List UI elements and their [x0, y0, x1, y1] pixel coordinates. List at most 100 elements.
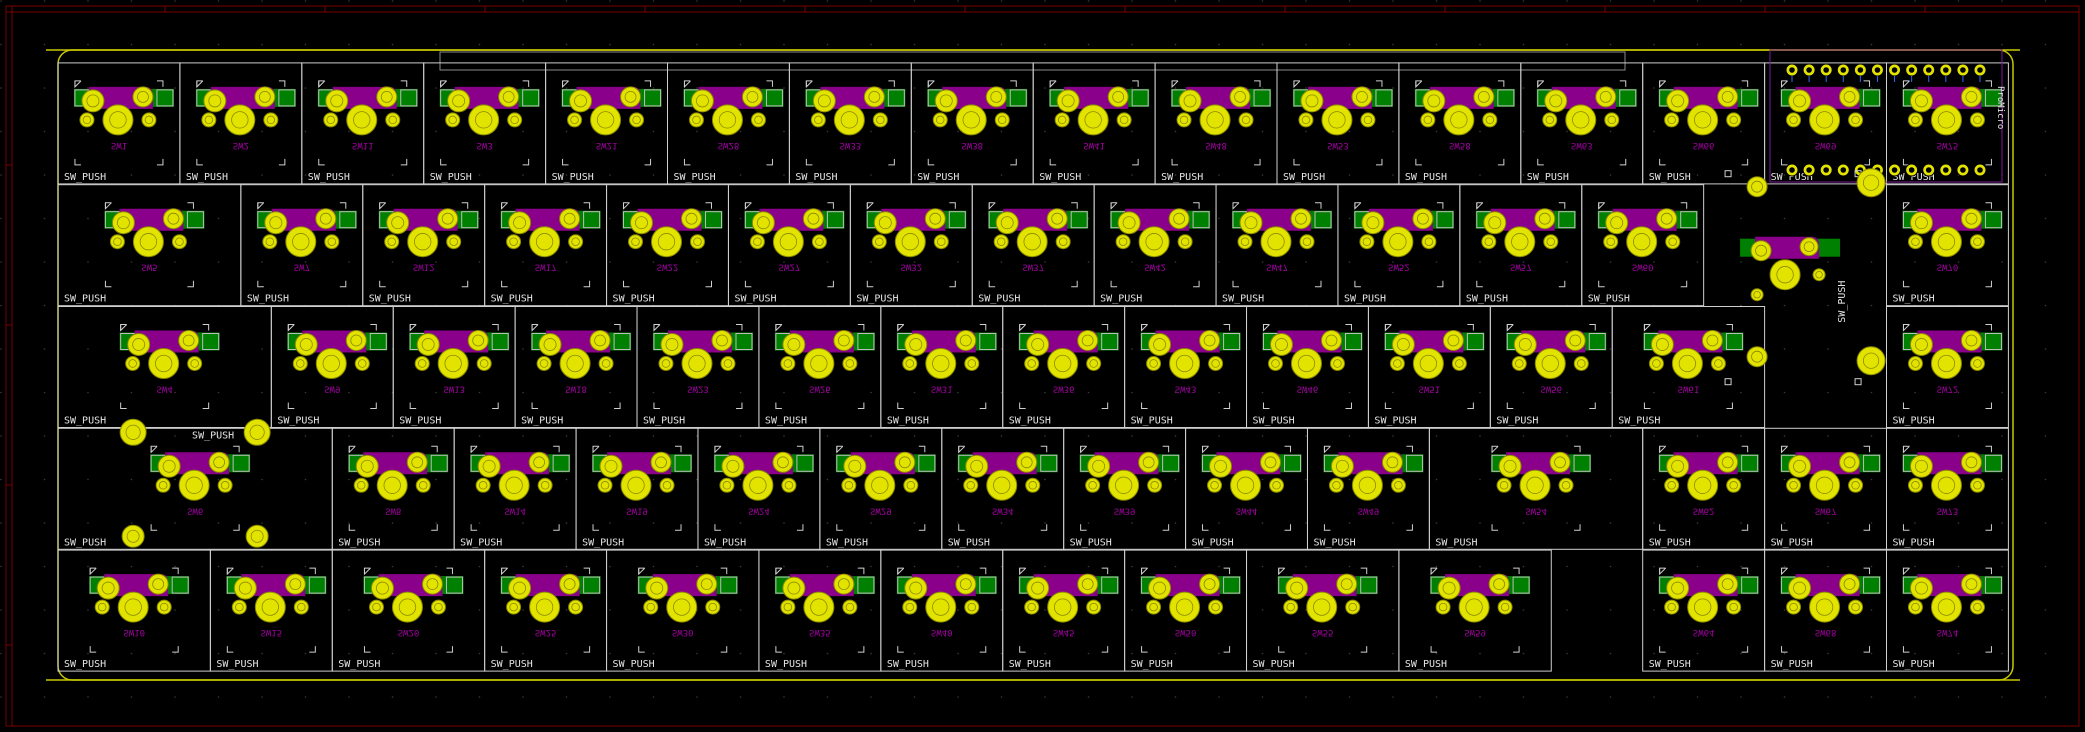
key-switch-sw74[interactable]: SW74 SW_PUSH: [1886, 549, 2009, 672]
key-switch-sw44[interactable]: SW44 SW_PUSH: [1185, 427, 1308, 550]
key-switch-sw68[interactable]: SW68 SW_PUSH: [1764, 549, 1887, 672]
key-switch-sw4[interactable]: SW4 SW_PUSH: [57, 306, 272, 428]
key-switch-sw35[interactable]: SW35 SW_PUSH: [758, 549, 882, 672]
key-switch-sw72[interactable]: SW72 SW_PUSH: [1886, 306, 2009, 428]
key-switch-sw6[interactable]: SW6 SW_PUSH: [57, 427, 333, 550]
promicro-footprint[interactable]: ProMicro: [1769, 49, 2005, 183]
key-switch-sw8[interactable]: SW8 SW_PUSH: [331, 427, 455, 550]
key-switch-sw24[interactable]: SW24 SW_PUSH: [697, 427, 821, 550]
corner-mark-bl: [805, 158, 813, 166]
key-switch-sw31[interactable]: SW31 SW_PUSH: [880, 306, 1004, 428]
key-switch-sw49[interactable]: SW49 SW_PUSH: [1306, 427, 1430, 550]
peg-left: [94, 599, 110, 615]
switch-value-label: SW_PUSH: [1893, 659, 1935, 670]
key-switch-sw30[interactable]: SW30 SW_PUSH: [606, 549, 760, 672]
key-switch-sw69[interactable]: SW69 SW_PUSH: [1764, 62, 1887, 185]
key-switch-sw20[interactable]: SW20 SW_PUSH: [331, 549, 486, 672]
peg-left-drill: [1438, 602, 1448, 612]
key-switch-sw34[interactable]: SW34 SW_PUSH: [941, 427, 1065, 550]
key-switch-sw3[interactable]: SW3 SW_PUSH: [423, 62, 547, 185]
key-switch-sw56[interactable]: SW56 SW_PUSH: [1489, 306, 1613, 428]
switch-value-label: SW_PUSH: [1131, 659, 1173, 670]
corner-mark-tr: [949, 202, 956, 209]
key-switch-sw43[interactable]: SW43 SW_PUSH: [1124, 306, 1248, 428]
key-switch-sw33[interactable]: SW33 SW_PUSH: [788, 62, 912, 185]
key-switch-sw55[interactable]: SW55 SW_PUSH: [1246, 549, 1400, 672]
socket-pad-outline-right: [491, 333, 509, 350]
peg-right: [156, 599, 172, 615]
center-post-drill: [1572, 111, 1590, 129]
mcu-pin-hole: [1789, 167, 1795, 173]
switch-value-label: SW_PUSH: [491, 294, 533, 305]
key-switch-sw47[interactable]: SW47 SW_PUSH: [1215, 184, 1339, 307]
key-switch-sw48[interactable]: SW48 SW_PUSH: [1154, 62, 1278, 185]
socket-pad-outline-right: [644, 89, 662, 107]
switch-value-label: SW_PUSH: [643, 416, 685, 427]
key-switch-sw45[interactable]: SW45 SW_PUSH: [1002, 549, 1126, 672]
corner-mark-bl: [958, 524, 965, 531]
pad-1-drill: [1275, 338, 1288, 351]
key-switch-sw25[interactable]: SW25 SW_PUSH: [484, 549, 608, 672]
key-switch-sw75[interactable]: SW75 SW_PUSH: [1886, 62, 2009, 185]
peg-left: [125, 356, 141, 371]
pad-1: [325, 89, 349, 113]
key-switch-sw58[interactable]: SW58 SW_PUSH: [1398, 62, 1522, 185]
key-switch-sw39[interactable]: SW39 SW_PUSH: [1063, 427, 1187, 550]
key-switch-sw1[interactable]: SW1 SW_PUSH: [57, 62, 181, 185]
key-switch-sw13[interactable]: SW13 SW_PUSH: [392, 306, 516, 428]
corner-mark-bl: [74, 158, 81, 166]
pad-1-drill: [1503, 459, 1517, 473]
key-switch-sw57[interactable]: SW57 SW_PUSH: [1459, 184, 1583, 307]
peg-right-drill: [327, 237, 337, 246]
key-switch-sw70[interactable]: SW70 SW_PUSH: [1886, 184, 2009, 307]
key-switch-sw50[interactable]: SW50 SW_PUSH: [1124, 549, 1248, 672]
key-switch-sw61[interactable]: SW61 SW_PUSH: [1611, 306, 1766, 428]
key-switch-sw37[interactable]: SW37 SW_PUSH: [971, 184, 1095, 307]
key-switch-sw38[interactable]: SW38 SW_PUSH: [910, 62, 1034, 185]
peg-right: [1848, 599, 1864, 615]
key-switch-sw36[interactable]: SW36 SW_PUSH: [1002, 306, 1126, 428]
key-switch-sw53[interactable]: SW53 SW_PUSH: [1276, 62, 1400, 185]
switch-reference: SW57: [1510, 262, 1532, 272]
key-switch-sw59[interactable]: SW59 SW_PUSH: [1398, 549, 1552, 672]
mcu-pin-hole: [1823, 67, 1829, 73]
key-switch-sw17[interactable]: SW17 SW_PUSH: [484, 184, 608, 307]
key-switch-sw46[interactable]: SW46 SW_PUSH: [1246, 306, 1369, 428]
key-switch-sw64[interactable]: SW64 SW_PUSH: [1642, 549, 1766, 672]
key-switch-sw29[interactable]: SW29 SW_PUSH: [819, 427, 943, 550]
switch-courtyard: [1886, 427, 2009, 550]
key-switch-sw19[interactable]: SW19 SW_PUSH: [575, 427, 699, 550]
key-switch-sw14[interactable]: SW14 SW_PUSH: [453, 427, 577, 550]
key-switch-sw60[interactable]: SW60 SW_PUSH: [1581, 184, 1705, 307]
key-switch-sw21[interactable]: SW21 SW_PUSH: [545, 62, 668, 185]
key-switch-sw27[interactable]: SW27 SW_PUSH: [727, 184, 851, 307]
key-switch-sw12[interactable]: SW12 SW_PUSH: [362, 184, 486, 307]
key-switch-sw51[interactable]: SW51 SW_PUSH: [1367, 306, 1491, 428]
key-switch-sw54[interactable]: SW54 SW_PUSH: [1428, 427, 1644, 550]
key-switch-sw11[interactable]: SW11 SW_PUSH: [301, 62, 425, 185]
key-switch-sw28[interactable]: SW28 SW_PUSH: [667, 62, 790, 185]
key-switch-sw2[interactable]: SW2 SW_PUSH: [179, 62, 303, 185]
key-switch-sw9[interactable]: SW9 SW_PUSH: [270, 306, 394, 428]
key-switch-sw52[interactable]: SW52 SW_PUSH: [1337, 184, 1461, 307]
key-switch-sw42[interactable]: SW42 SW_PUSH: [1093, 184, 1217, 307]
key-switch-sw63[interactable]: SW63 SW_PUSH: [1520, 62, 1644, 185]
peg-left: [993, 234, 1009, 250]
key-switch-sw23[interactable]: SW23 SW_PUSH: [636, 306, 760, 428]
pad-2-drill: [533, 456, 546, 469]
corner-mark-bl: [501, 280, 508, 288]
pad-2-drill: [929, 212, 942, 225]
key-switch-sw22[interactable]: SW22 SW_PUSH: [606, 184, 729, 307]
key-switch-sw62[interactable]: SW62 SW_PUSH: [1642, 427, 1766, 550]
key-switch-sw26[interactable]: SW26 SW_PUSH: [758, 306, 882, 428]
key-switch-sw73[interactable]: SW73 SW_PUSH: [1886, 427, 2009, 550]
key-switch-sw67[interactable]: SW67 SW_PUSH: [1764, 427, 1887, 550]
key-switch-sw5[interactable]: SW5 SW_PUSH: [57, 184, 242, 307]
pad-1-drill: [391, 216, 405, 230]
pad-2: [1839, 573, 1861, 595]
key-switch-sw32[interactable]: SW32 SW_PUSH: [849, 184, 973, 307]
peg-right: [903, 477, 919, 493]
corner-mark-tr: [1071, 202, 1078, 209]
peg-right: [1665, 234, 1681, 250]
